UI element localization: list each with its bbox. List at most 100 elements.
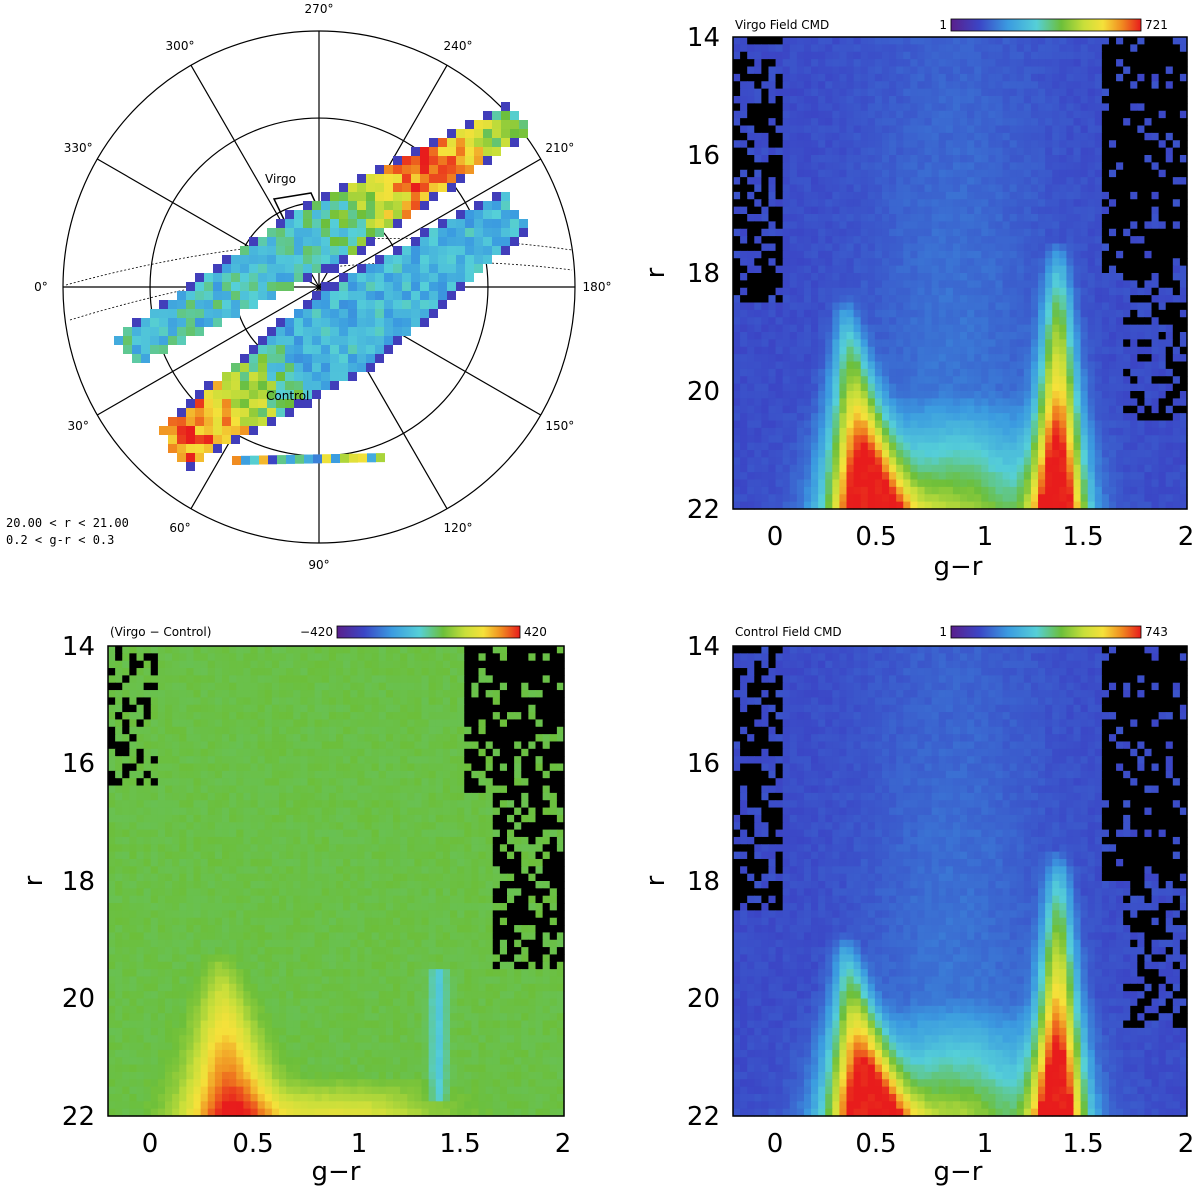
heatmap-cell — [967, 494, 975, 503]
heatmap-cell — [896, 88, 904, 97]
heatmap-cell — [1087, 140, 1096, 149]
heatmap-cell — [1052, 177, 1060, 186]
heatmap-cell — [811, 37, 819, 45]
heatmap-cell — [1151, 332, 1160, 340]
heatmap-cell — [917, 132, 926, 141]
heatmap-cell — [853, 103, 862, 112]
heatmap-cell — [733, 280, 741, 289]
heatmap-cell — [967, 273, 975, 281]
heatmap-cell — [1130, 494, 1138, 503]
heatmap-cell — [1066, 51, 1075, 60]
heatmap-cell — [1137, 324, 1146, 333]
heatmap-cell — [1052, 479, 1060, 488]
heatmap-cell — [1137, 155, 1146, 163]
heatmap-cell — [896, 464, 904, 473]
heatmap-cell — [952, 391, 961, 399]
heatmap-cell — [1137, 280, 1146, 289]
control-band-cell — [384, 300, 393, 309]
control-band-cell — [330, 354, 339, 363]
heatmap-cell — [782, 59, 791, 68]
heatmap-cell — [1179, 287, 1188, 296]
heatmap-cell — [818, 427, 826, 436]
heatmap-cell — [1158, 317, 1167, 326]
virgo-band-cell — [150, 318, 159, 327]
heatmap-cell — [945, 132, 954, 141]
heatmap-cell — [1130, 479, 1138, 488]
heatmap-cell — [733, 132, 741, 141]
heatmap-cell — [1179, 147, 1188, 156]
heatmap-cell — [867, 317, 876, 326]
heatmap-cell — [938, 59, 947, 68]
heatmap-cell — [768, 332, 777, 340]
heatmap-cell — [129, 653, 138, 662]
heatmap-cell — [1137, 464, 1146, 473]
heatmap-cell — [846, 206, 855, 215]
heatmap-cell — [1179, 199, 1188, 208]
heatmap-cell — [1158, 155, 1167, 163]
heatmap-cell — [286, 646, 294, 654]
heatmap-cell — [1087, 125, 1096, 134]
heatmap-cell — [1073, 450, 1082, 458]
heatmap-cell — [1172, 147, 1181, 156]
heatmap-cell — [988, 214, 997, 222]
heatmap-cell — [945, 435, 954, 444]
heatmap-cell — [193, 646, 202, 654]
heatmap-cell — [803, 295, 812, 304]
heatmap-cell — [981, 162, 989, 171]
heatmap-cell — [1158, 309, 1167, 318]
virgo-band-cell — [393, 219, 402, 228]
heatmap-cell — [874, 140, 883, 149]
heatmap-cell — [1137, 354, 1146, 363]
heatmap-cell — [1179, 118, 1188, 127]
heatmap-cell — [1009, 413, 1018, 422]
heatmap-cell — [889, 391, 897, 399]
heatmap-cell — [1158, 221, 1167, 230]
heatmap-cell — [1116, 368, 1124, 377]
heatmap-cell — [960, 177, 968, 186]
heatmap-cell — [803, 96, 812, 104]
heatmap-cell — [832, 302, 840, 311]
virgo-band-cell — [393, 156, 402, 165]
heatmap-cell — [1179, 442, 1188, 451]
heatmap-cell — [967, 88, 975, 97]
heatmap-cell — [839, 140, 848, 149]
heatmap-cell — [1038, 66, 1046, 75]
heatmap-cell — [1059, 184, 1067, 193]
heatmap-cell — [740, 169, 748, 178]
heatmap-cell — [867, 420, 876, 429]
heatmap-cell — [796, 88, 805, 97]
heatmap-cell — [1009, 228, 1018, 237]
heatmap-cell — [825, 169, 833, 178]
heatmap-cell — [881, 324, 890, 333]
heatmap-cell — [867, 214, 876, 222]
heatmap-cell — [761, 464, 770, 473]
heatmap-cell — [988, 221, 997, 230]
heatmap-cell — [1094, 81, 1103, 90]
heatmap-cell — [839, 486, 848, 495]
heatmap-cell — [811, 332, 819, 340]
heatmap-cell — [839, 420, 848, 429]
heatmap-cell — [1116, 280, 1124, 289]
heatmap-cell — [1073, 332, 1082, 340]
heatmap-cell — [995, 317, 1004, 326]
heatmap-cell — [775, 66, 784, 75]
heatmap-cell — [1172, 44, 1181, 53]
heatmap-cell — [952, 236, 961, 245]
heatmap-cell — [931, 147, 940, 156]
heatmap-cell — [1116, 457, 1124, 466]
heatmap-cell — [1165, 302, 1174, 311]
heatmap-cell — [207, 646, 216, 654]
virgo-band-cell — [402, 210, 411, 219]
heatmap-cell — [789, 147, 798, 156]
control-band-cell — [456, 219, 465, 228]
heatmap-cell — [874, 442, 883, 451]
heatmap-cell — [1137, 479, 1146, 488]
heatmap-cell — [881, 457, 890, 466]
heatmap-cell — [910, 177, 919, 186]
heatmap-cell — [889, 317, 897, 326]
heatmap-cell — [931, 221, 940, 230]
heatmap-cell — [853, 346, 862, 355]
heatmap-cell — [1094, 354, 1103, 363]
heatmap-cell — [967, 221, 975, 230]
heatmap-cell — [1045, 368, 1053, 377]
